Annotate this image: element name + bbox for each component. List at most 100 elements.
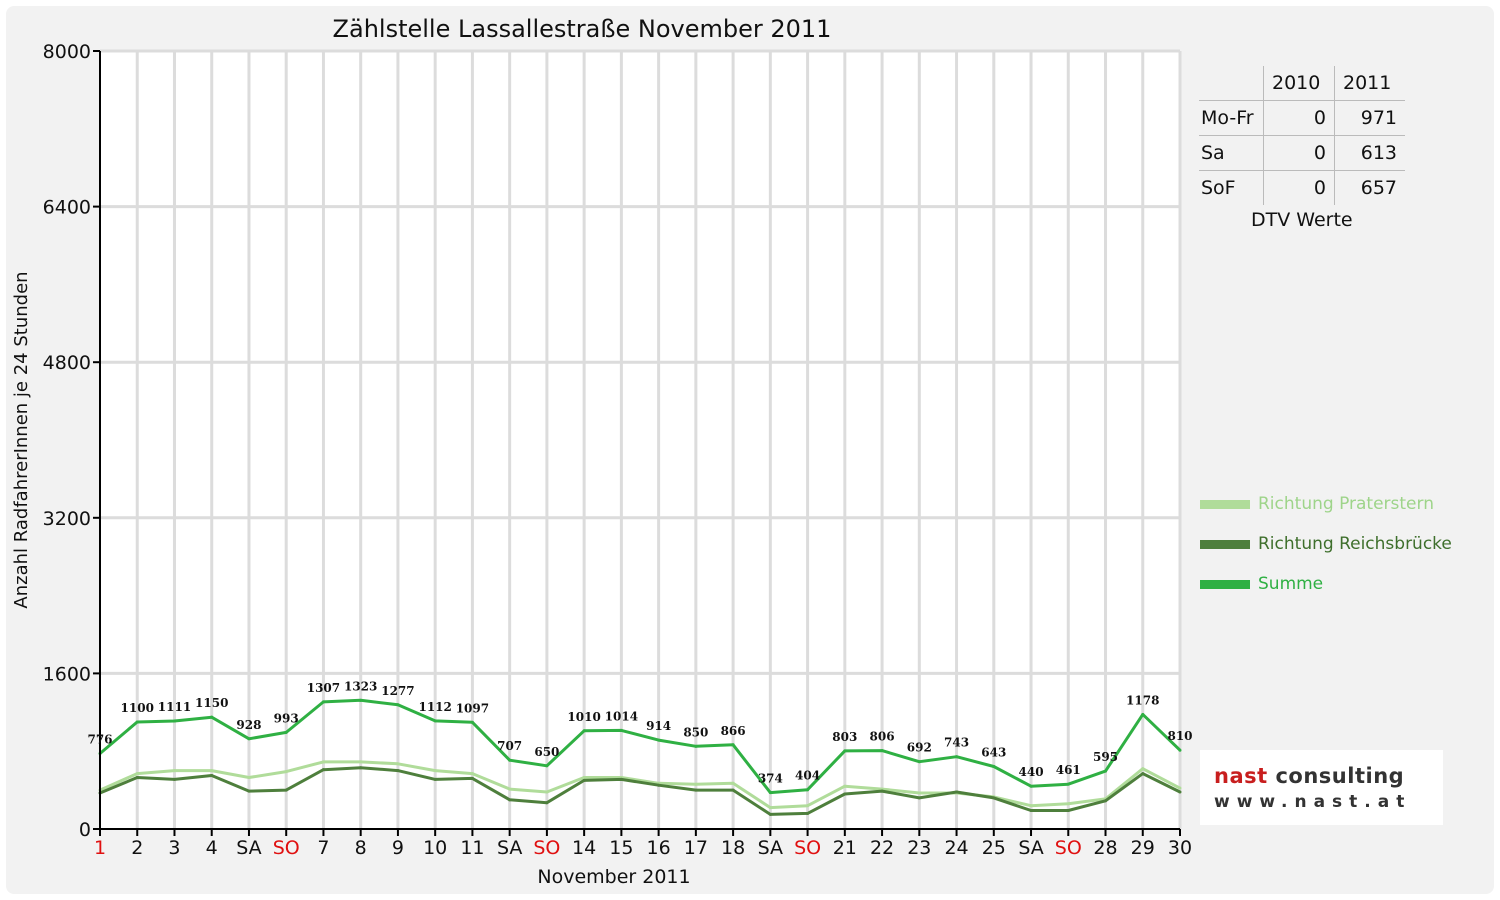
data-point (210, 769, 214, 773)
dtv-header-2011: 2011 (1334, 66, 1405, 101)
data-point (582, 729, 586, 733)
data-point (806, 788, 810, 792)
series-line-2 (99, 698, 1182, 795)
data-point (284, 730, 288, 734)
x-tick-label: SO (533, 837, 560, 859)
data-point (768, 812, 772, 816)
x-tick-label: 11 (460, 837, 484, 859)
data-point (694, 744, 698, 748)
data-point (284, 788, 288, 792)
company-logo: nast consulting www.nast.at (1200, 750, 1443, 825)
data-point (1029, 804, 1033, 808)
x-tick-label: 22 (870, 837, 894, 859)
data-point (1029, 784, 1033, 788)
data-point (359, 760, 363, 764)
data-label: 776 (87, 733, 112, 747)
data-point (1066, 809, 1070, 813)
legend-item-summe: Summe (1200, 572, 1452, 596)
data-point (321, 700, 325, 704)
x-tick-label: 28 (1093, 837, 1117, 859)
x-tick-label: 29 (1131, 837, 1155, 859)
y-tick-label: 8000 (43, 41, 91, 63)
data-point (470, 720, 474, 724)
data-point (247, 775, 251, 779)
data-point (843, 749, 847, 753)
legend-label: Richtung Reichsbrücke (1258, 534, 1452, 554)
data-label: 866 (721, 724, 746, 738)
x-tick-label: SO (273, 837, 300, 859)
data-point (694, 782, 698, 786)
data-point (880, 749, 884, 753)
x-tick-label: 16 (647, 837, 671, 859)
chart-title: Zählstelle Lassallestraße November 2011 (333, 15, 832, 43)
data-point (917, 791, 921, 795)
x-tick-label: 10 (423, 837, 447, 859)
data-label: 803 (832, 730, 857, 744)
data-point (1066, 782, 1070, 786)
data-point (396, 703, 400, 707)
data-point (396, 769, 400, 773)
data-point (433, 777, 437, 781)
data-point (806, 811, 810, 815)
logo-wordmark: nast consulting (1214, 764, 1404, 788)
data-point (917, 760, 921, 764)
data-point (1178, 786, 1182, 790)
data-labels: 776 1100 1111 1150 928 993 1307 1323 1277 1112 109… (87, 679, 1192, 785)
logo-url: www.nast.at (1214, 792, 1412, 812)
data-point (135, 720, 139, 724)
series-line-0 (99, 760, 1181, 810)
data-point (433, 769, 437, 773)
data-point (284, 770, 288, 774)
data-point (955, 790, 959, 794)
legend-swatch (1200, 539, 1250, 549)
data-label: 1010 (567, 710, 600, 724)
data-point (955, 755, 959, 759)
data-point (731, 788, 735, 792)
dtv-cell: 613 (1334, 135, 1405, 171)
data-label: 1178 (1126, 693, 1159, 707)
data-point (582, 775, 586, 779)
y-tick-label: 6400 (43, 197, 91, 219)
x-tick-label: 8 (355, 837, 367, 859)
data-point (1141, 772, 1145, 776)
data-point (1141, 712, 1145, 716)
data-point (843, 784, 847, 788)
dtv-caption: DTV Werte (1251, 209, 1353, 231)
dtv-table: 2010 2011 Mo-Fr 0 971 Sa 0 613 SoF 0 657… (1199, 66, 1405, 231)
logo-word-consulting: consulting (1275, 764, 1405, 788)
data-point (619, 728, 623, 732)
x-tick-label: 14 (572, 837, 596, 859)
data-label: 461 (1056, 763, 1081, 777)
x-tick-label: SA (236, 837, 261, 859)
data-point (917, 796, 921, 800)
data-point (321, 768, 325, 772)
x-tick-label: 25 (982, 837, 1006, 859)
data-point (359, 766, 363, 770)
data-point (135, 772, 139, 776)
dtv-header-2010: 2010 (1263, 66, 1335, 101)
data-label: 806 (870, 730, 895, 744)
data-point (582, 778, 586, 782)
data-point (1178, 790, 1182, 794)
data-label: 1100 (121, 701, 154, 715)
y-tick-label: 0 (79, 819, 91, 841)
x-tick-label: SA (497, 837, 522, 859)
data-point (880, 789, 884, 793)
data-point (359, 698, 363, 702)
dtv-cell: 0 (1263, 170, 1335, 205)
data-point (210, 774, 214, 778)
data-point (768, 791, 772, 795)
data-point (321, 760, 325, 764)
data-point (433, 719, 437, 723)
dtv-cell: 0 (1263, 135, 1335, 171)
data-label: 1111 (158, 700, 191, 714)
data-point (1141, 767, 1145, 771)
data-point (545, 790, 549, 794)
data-point (1029, 809, 1033, 813)
data-point (657, 738, 661, 742)
x-tick-label: 15 (609, 837, 633, 859)
x-tick-label: 9 (392, 837, 404, 859)
data-point (135, 775, 139, 779)
series-lines (98, 698, 1182, 816)
x-tick-label: 3 (168, 837, 180, 859)
